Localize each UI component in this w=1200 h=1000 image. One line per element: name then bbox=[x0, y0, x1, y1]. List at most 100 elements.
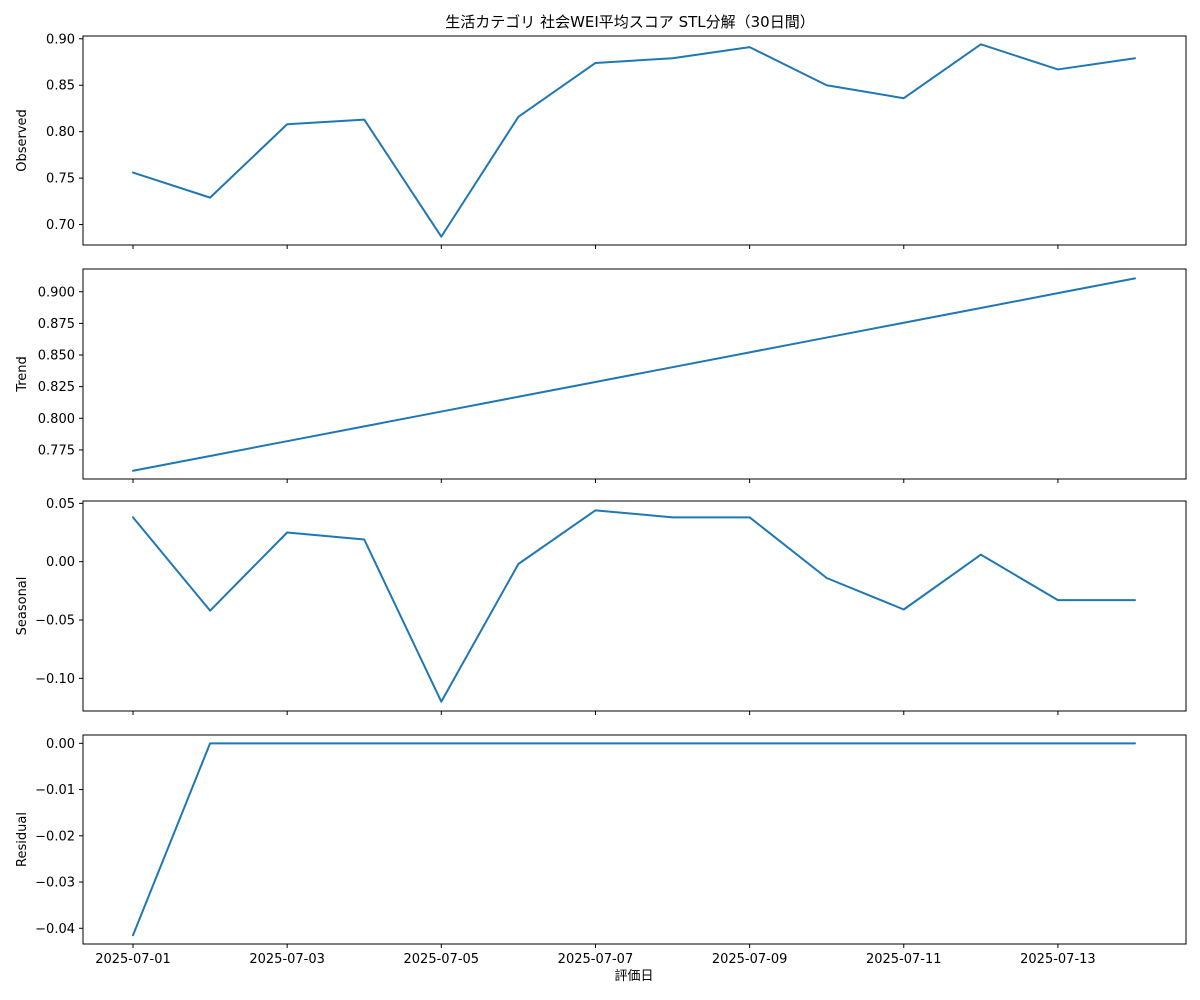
panel-seasonal: 0.05 0.00 −0.05 −0.10 Seasonal bbox=[15, 497, 1187, 715]
data-point bbox=[286, 123, 288, 125]
y-axis-label-seasonal: Seasonal bbox=[15, 577, 30, 636]
data-point bbox=[286, 742, 288, 744]
data-point bbox=[517, 116, 519, 118]
y-tick-label: 0.800 bbox=[38, 412, 75, 427]
data-point bbox=[132, 516, 134, 518]
data-point bbox=[1057, 742, 1059, 744]
y-tick-label: 0.70 bbox=[46, 218, 75, 233]
axes-frame bbox=[82, 35, 1187, 246]
data-point bbox=[363, 539, 365, 541]
data-point bbox=[1057, 292, 1059, 294]
data-point bbox=[1134, 277, 1136, 279]
panel-observed: 0.90 0.85 0.80 0.75 0.70 Observed bbox=[15, 32, 1187, 249]
y-tick-label: 0.850 bbox=[38, 349, 75, 364]
data-point bbox=[826, 84, 828, 86]
data-point bbox=[132, 934, 134, 936]
data-point bbox=[517, 742, 519, 744]
data-point bbox=[672, 516, 674, 518]
data-point bbox=[209, 455, 211, 457]
data-point bbox=[594, 742, 596, 744]
data-point bbox=[286, 532, 288, 534]
series-line-observed bbox=[132, 43, 1136, 238]
y-tick-label: 0.85 bbox=[46, 79, 75, 94]
data-point bbox=[980, 554, 982, 556]
data-point bbox=[672, 742, 674, 744]
data-point bbox=[132, 470, 134, 472]
y-tick-label: 0.875 bbox=[38, 317, 75, 332]
axes-frame bbox=[82, 734, 1187, 945]
data-point bbox=[286, 440, 288, 442]
y-tick-label: 0.75 bbox=[46, 172, 75, 187]
y-tick-label: −0.01 bbox=[35, 783, 75, 798]
y-tick-label: −0.10 bbox=[35, 672, 75, 687]
y-tick-label: 0.775 bbox=[38, 443, 75, 458]
data-point bbox=[980, 307, 982, 309]
data-point bbox=[980, 43, 982, 45]
data-point bbox=[903, 97, 905, 99]
y-tick-label: 0.825 bbox=[38, 380, 75, 395]
x-tick-label: 2025-07-13 bbox=[1020, 952, 1096, 967]
series-line-seasonal bbox=[132, 509, 1136, 703]
data-point bbox=[440, 411, 442, 413]
data-point bbox=[672, 57, 674, 59]
data-point bbox=[903, 322, 905, 324]
x-tick-label: 2025-07-01 bbox=[95, 952, 171, 967]
data-point bbox=[363, 119, 365, 121]
y-axis-label-trend: Trend bbox=[15, 356, 30, 393]
data-point bbox=[980, 742, 982, 744]
x-tick-label: 2025-07-03 bbox=[249, 952, 325, 967]
data-point bbox=[749, 46, 751, 48]
data-point bbox=[594, 509, 596, 511]
panel-trend: 0.900 0.875 0.850 0.825 0.800 0.775 Trend bbox=[15, 268, 1187, 483]
data-point bbox=[517, 396, 519, 398]
data-point bbox=[1057, 599, 1059, 601]
data-point bbox=[903, 742, 905, 744]
y-tick-label: −0.04 bbox=[35, 922, 75, 937]
data-point bbox=[440, 236, 442, 238]
panel-residual: 0.00 −0.01 −0.02 −0.03 −0.04 2025-07-01 2025-0… bbox=[15, 734, 1187, 967]
data-point bbox=[594, 381, 596, 383]
axes-frame bbox=[82, 500, 1187, 712]
data-point bbox=[594, 62, 596, 64]
data-point bbox=[132, 172, 134, 174]
x-axis-label: 評価日 bbox=[614, 969, 653, 984]
y-tick-label: 0.900 bbox=[38, 285, 75, 300]
y-tick-label: −0.03 bbox=[35, 876, 75, 891]
data-point bbox=[363, 425, 365, 427]
data-point bbox=[440, 742, 442, 744]
data-point bbox=[1134, 742, 1136, 744]
chart-title: 生活カテゴリ 社会WEI平均スコア STL分解（30日間） bbox=[445, 13, 814, 31]
x-tick-label: 2025-07-07 bbox=[558, 952, 634, 967]
data-point bbox=[1057, 68, 1059, 70]
data-point bbox=[749, 742, 751, 744]
y-tick-label: −0.05 bbox=[35, 614, 75, 629]
data-point bbox=[826, 337, 828, 339]
x-tick-label: 2025-07-05 bbox=[404, 952, 480, 967]
data-point bbox=[749, 351, 751, 353]
axes-frame bbox=[82, 268, 1187, 480]
y-axis-label-residual: Residual bbox=[15, 812, 30, 867]
data-point bbox=[209, 742, 211, 744]
y-tick-label: 0.90 bbox=[46, 32, 75, 47]
data-point bbox=[1134, 57, 1136, 59]
data-point bbox=[209, 197, 211, 199]
y-tick-label: 0.05 bbox=[46, 497, 75, 512]
series-line-residual bbox=[132, 742, 1136, 937]
data-point bbox=[672, 366, 674, 368]
data-point bbox=[363, 742, 365, 744]
panels-group: 0.900.850.800.750.70Observed0.9000.8750.… bbox=[15, 32, 1187, 967]
x-tick-label: 2025-07-11 bbox=[866, 952, 942, 967]
data-point bbox=[903, 609, 905, 611]
x-tick-label: 2025-07-09 bbox=[712, 952, 788, 967]
series-line-trend bbox=[132, 277, 1136, 472]
data-point bbox=[209, 610, 211, 612]
data-point bbox=[749, 516, 751, 518]
y-axis-label-observed: Observed bbox=[15, 109, 30, 172]
y-tick-label: −0.02 bbox=[35, 829, 75, 844]
y-tick-label: 0.00 bbox=[46, 737, 75, 752]
y-tick-label: 0.00 bbox=[46, 555, 75, 570]
data-point bbox=[826, 577, 828, 579]
data-point bbox=[517, 563, 519, 565]
data-point bbox=[1134, 599, 1136, 601]
